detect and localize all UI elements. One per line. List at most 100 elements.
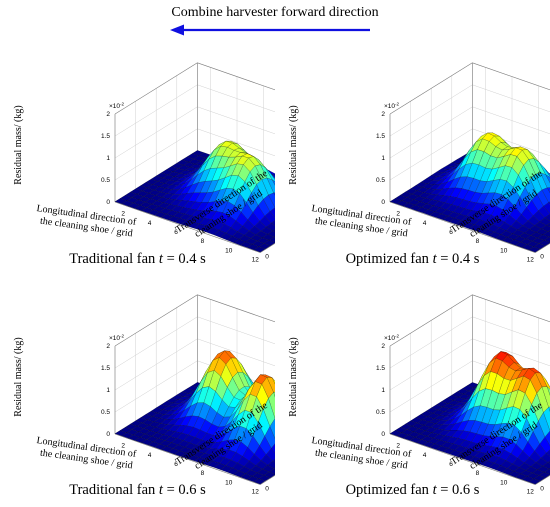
axis-edge (197, 294, 275, 323)
z-tick-label: 0 (265, 486, 269, 493)
x-tick-label: 8 (476, 238, 480, 245)
caption-suffix: = 0.6 s (162, 482, 206, 498)
surface-cell (271, 443, 275, 454)
x-tick-label: 2 (121, 443, 125, 450)
y-tick-label: 1 (381, 155, 385, 162)
y-axis-label: Residual mass/ (kg) (13, 105, 24, 184)
tick-labels: 00.511.522468101202468×10-2 (101, 334, 269, 496)
y-exponent-label: ×10-2 (384, 102, 400, 111)
y-exponent-label: ×10-2 (109, 102, 125, 111)
x-tick-label: 2 (396, 211, 400, 218)
surface-mesh (389, 351, 550, 485)
caption-variable: t (158, 482, 163, 498)
caption-variable: t (432, 482, 437, 498)
y-tick-label: 0.5 (376, 177, 385, 184)
caption-variable: t (158, 251, 163, 267)
x-tick-label: 2 (396, 443, 400, 450)
grid-line (472, 338, 550, 367)
y-tick-label: 1 (381, 387, 385, 394)
x-tick-label: 6 (174, 229, 178, 236)
x-tick-label: 8 (201, 238, 205, 245)
y-exponent-power: -2 (120, 334, 124, 339)
y-tick-label: 1.5 (376, 365, 385, 372)
x-tick-label: 4 (148, 220, 152, 227)
axis-edge (472, 294, 550, 323)
surface-mesh (114, 140, 275, 253)
tick-labels: 00.511.522468101202468×10-2 (101, 102, 269, 264)
axis-edge (114, 62, 198, 115)
x-tick-label: 12 (252, 257, 260, 264)
forward-direction-arrow (170, 24, 370, 36)
x-tick-label: 12 (527, 257, 535, 264)
header: Combine harvester forward direction (0, 0, 550, 44)
y-tick-label: 0 (106, 431, 110, 438)
axis-edge (114, 201, 261, 253)
y-tick-label: 1 (106, 387, 110, 394)
x-tick-label: 6 (174, 461, 178, 468)
y-tick-label: 0 (381, 431, 385, 438)
surface-cell (547, 460, 550, 464)
y-tick-label: 0 (106, 199, 110, 206)
y-tick-label: 1.5 (101, 133, 110, 140)
surface-cell (272, 229, 275, 232)
y-axis-label: Residual mass/ (kg) (288, 337, 299, 416)
axis-edge (389, 294, 473, 347)
x-tick-label: 4 (423, 452, 427, 459)
axis-edge (389, 201, 536, 253)
tick-labels: 00.511.522468101202468×10-2 (376, 102, 544, 264)
panel-caption: Traditional fan t = 0.6 s (0, 482, 275, 499)
grid-line (197, 338, 275, 367)
surface-cell (272, 458, 275, 463)
header-title: Combine harvester forward direction (171, 5, 379, 20)
panel-caption: Traditional fan t = 0.4 s (0, 251, 275, 268)
axis-edge (535, 243, 550, 253)
panel-caption: Optimized fan t = 0.6 s (275, 482, 550, 499)
surface-cell (528, 478, 541, 485)
axis-edge (389, 433, 536, 485)
caption-prefix: Optimized fan (345, 482, 433, 498)
x-tick-label: 8 (201, 470, 205, 477)
grid-line (472, 106, 550, 135)
y-tick-label: 0.5 (376, 409, 385, 416)
x-tick-label: 12 (527, 489, 535, 496)
surface-cell (273, 467, 275, 470)
x-tick-label: 10 (500, 247, 508, 254)
grid-line (197, 316, 275, 345)
axis-edge (260, 475, 275, 485)
y-exponent-power: -2 (395, 334, 399, 339)
axis-edge (389, 62, 473, 115)
axis-edge (197, 62, 275, 91)
surface-cell (547, 229, 550, 233)
y-tick-label: 1.5 (101, 365, 110, 372)
axis-edge (535, 475, 550, 485)
x-tick-label: 2 (121, 211, 125, 218)
x-tick-label: 8 (476, 470, 480, 477)
axis-edge (260, 243, 275, 253)
y-tick-label: 0.5 (101, 177, 110, 184)
grid-line (197, 128, 275, 157)
y-tick-label: 0.5 (101, 409, 110, 416)
x-tick-label: 4 (423, 220, 427, 227)
x-tick-label: 12 (252, 489, 260, 496)
surface-cell (253, 246, 266, 253)
y-tick-label: 2 (381, 343, 385, 350)
y-exponent-power: -2 (395, 102, 399, 107)
x-tick-label: 6 (449, 229, 453, 236)
z-tick-label: 0 (540, 486, 544, 493)
axis-edge (114, 294, 198, 347)
axis-edge (472, 62, 550, 91)
surface-mesh (114, 350, 275, 485)
y-tick-label: 2 (381, 111, 385, 118)
caption-suffix: = 0.6 s (436, 482, 480, 498)
y-exponent-label: ×10-2 (109, 334, 125, 343)
caption-suffix: = 0.4 s (436, 251, 480, 267)
caption-prefix: Optimized fan (345, 251, 433, 267)
grid-line (197, 84, 275, 113)
x-tick-label: 10 (500, 479, 508, 486)
y-exponent-power: -2 (120, 102, 124, 107)
y-tick-label: 2 (106, 343, 110, 350)
